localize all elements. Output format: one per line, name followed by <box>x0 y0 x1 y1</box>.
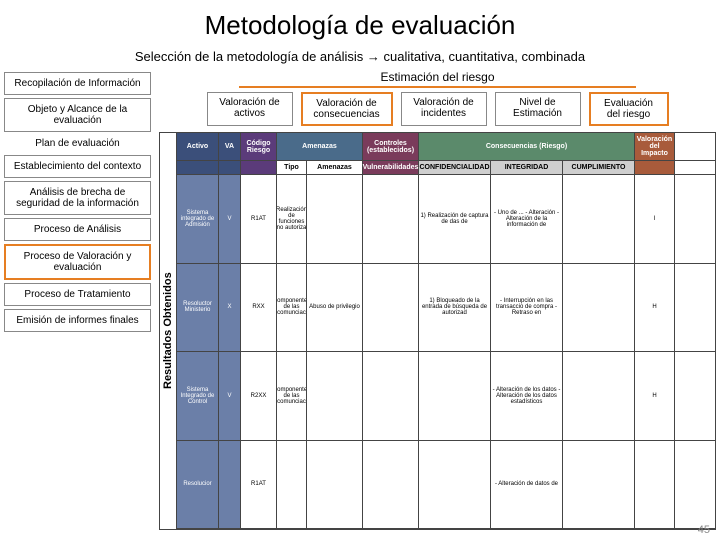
hdr: Vulnerabilidades <box>363 161 419 174</box>
sidebar-item: Recopilación de Información <box>4 72 151 95</box>
hdr: VA <box>219 133 241 160</box>
cell: Realización de funciones no autoriza <box>277 175 307 263</box>
hdr: CONFIDENCIALIDAD <box>419 161 491 174</box>
top-box: Nivel de Estimación <box>495 92 581 126</box>
table-area: ActivoVACódigo RiesgoAmenazasControles (… <box>177 133 715 529</box>
hdr: CUMPLIMIENTO <box>563 161 635 174</box>
hdr <box>177 161 219 174</box>
cell <box>635 441 675 529</box>
hdr <box>241 161 277 174</box>
cell <box>307 175 363 263</box>
hdr: Controles (establecidos) <box>363 133 419 160</box>
cell <box>563 175 635 263</box>
cell: RXX <box>241 264 277 352</box>
cell: - Interrupción en las transaccio de comp… <box>491 264 563 352</box>
table-row: Sistema integrado de AdmisiónVR1ATRealiz… <box>177 175 715 264</box>
cell: R2XX <box>241 352 277 440</box>
rotated-label: Resultados Obtenidos <box>160 133 177 529</box>
cell: H <box>635 352 675 440</box>
sidebar-item: Proceso de Valoración y evaluación <box>4 244 151 280</box>
sidebar: Recopilación de Información Objeto y Alca… <box>0 70 155 530</box>
cell <box>363 352 419 440</box>
cell: Abuso de privilegio <box>307 264 363 352</box>
cell: I <box>635 175 675 263</box>
cell: 1) Bloqueado de la entrada de búsqueda d… <box>419 264 491 352</box>
cell <box>277 441 307 529</box>
cell <box>307 352 363 440</box>
table-row: Sistema Integrado de ControlVR2XXCompone… <box>177 352 715 441</box>
sidebar-item: Análisis de brecha de seguridad de la in… <box>4 181 151 215</box>
hdr: Código Riesgo <box>241 133 277 160</box>
cell: V <box>219 175 241 263</box>
cell: V <box>219 352 241 440</box>
cell: Componentes de las comunciac <box>277 352 307 440</box>
cell: - Alteración de datos de <box>491 441 563 529</box>
cell <box>363 441 419 529</box>
top-box: Evaluación del riesgo <box>589 92 669 126</box>
cell: H <box>635 264 675 352</box>
cell <box>563 441 635 529</box>
table-row: Resolucior R1AT - Alteración de datos de <box>177 441 715 530</box>
top-box: Valoración de consecuencias <box>301 92 393 126</box>
sidebar-item: Proceso de Análisis <box>4 218 151 241</box>
hdr: INTEGRIDAD <box>491 161 563 174</box>
hdr: Amenazas <box>307 161 363 174</box>
cell: X <box>219 264 241 352</box>
cell: - Alteración de los datos - Alteración d… <box>491 352 563 440</box>
content: Estimación del riesgo Valoración de acti… <box>155 70 720 530</box>
hdr: Activo <box>177 133 219 160</box>
sidebar-item: Proceso de Tratamiento <box>4 283 151 306</box>
hdr: Consecuencias (Riesgo) <box>419 133 635 160</box>
page-title: Metodología de evaluación <box>0 0 720 47</box>
top-boxes: Valoración de activosValoración de conse… <box>159 92 716 126</box>
table-wrap: Resultados Obtenidos ActivoVACódigo Ries… <box>159 132 716 530</box>
cell: Resolucior <box>177 441 219 529</box>
cell: Sistema integrado de Admisión <box>177 175 219 263</box>
subtitle: Selección de la metodología de análisis … <box>0 47 720 70</box>
cell <box>363 264 419 352</box>
cell <box>419 441 491 529</box>
cell: 1) Realización de captura de das de <box>419 175 491 263</box>
hdr <box>635 161 675 174</box>
cell <box>219 441 241 529</box>
cell: Sistema Integrado de Control <box>177 352 219 440</box>
hdr <box>219 161 241 174</box>
top-box: Valoración de activos <box>207 92 293 126</box>
cell <box>307 441 363 529</box>
cell: Componentes de las comunciac <box>277 264 307 352</box>
cell: Resoluctor Ministerio <box>177 264 219 352</box>
cell: - Uno de ... - Alteración - Alteración d… <box>491 175 563 263</box>
cell <box>563 264 635 352</box>
top-box: Valoración de incidentes <box>401 92 487 126</box>
cell <box>563 352 635 440</box>
cell: R1AT <box>241 175 277 263</box>
cell <box>363 175 419 263</box>
estimation-title: Estimación del riesgo <box>239 70 636 88</box>
hdr: Tipo <box>277 161 307 174</box>
sidebar-item: Establecimiento del contexto <box>4 155 151 178</box>
sidebar-item: Objeto y Alcance de la evaluación <box>4 98 151 132</box>
main-area: Recopilación de Información Objeto y Alca… <box>0 70 720 530</box>
table-row: Resoluctor MinisterioXRXXComponentes de … <box>177 264 715 353</box>
slide-number: 45 <box>698 524 710 536</box>
sidebar-item: Emisión de informes finales <box>4 309 151 332</box>
sidebar-item: Plan de evaluación <box>4 135 151 152</box>
cell <box>419 352 491 440</box>
hdr: Valoración del Impacto <box>635 133 675 160</box>
hdr: Amenazas <box>277 133 363 160</box>
cell: R1AT <box>241 441 277 529</box>
